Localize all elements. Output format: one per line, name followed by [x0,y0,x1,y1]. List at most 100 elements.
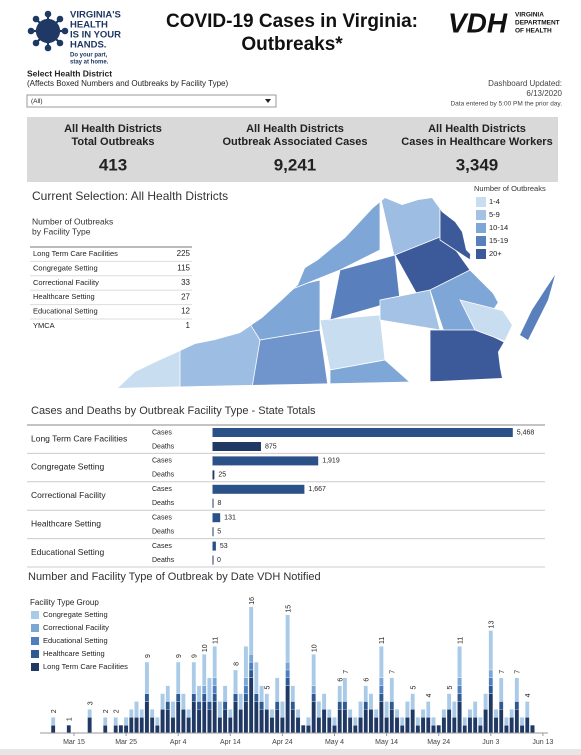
x-tick-label: Jun 13 [532,739,553,746]
legend-label: Correctional Facility [43,623,109,632]
bar [213,484,305,494]
bar-segment [243,701,249,734]
row-value: 1 [186,321,191,330]
updated-label: Dashboard Updated: [488,79,562,88]
bar-segment [504,724,509,734]
value-label: 0 [217,557,221,564]
kpi-label: Cases in Healthcare Workers [401,136,552,148]
bar-segment [228,709,233,718]
bar-segment [175,661,181,694]
bar-segment [87,717,92,734]
bar-segment [426,701,431,718]
bar [213,513,221,523]
logo-line: HEALTH [70,20,108,31]
legend-label: 20+ [489,249,502,258]
kpi-label: Total Outbreaks [72,136,155,148]
bar-segment [149,717,155,734]
total-label: 2 [103,709,110,713]
bar-segment [196,685,202,702]
legend-swatch [31,650,39,658]
x-tick-label: Apr 24 [272,739,293,746]
series-label: Cases [152,515,172,522]
bar-segment [472,717,478,734]
bar-segment [201,685,207,694]
legend-swatch [31,663,39,671]
selector-label: Select Health District [27,68,112,78]
bar-segment [123,717,129,726]
row-value: 27 [181,292,190,301]
legend-swatch [476,210,486,220]
bar-segment [394,717,400,734]
legend-swatch [476,249,486,259]
series-label: Cases [152,543,172,550]
bar-segment [478,724,483,734]
bar-segment [368,709,374,734]
logo-tagline: stay at home. [70,60,109,66]
bar-segment [415,724,421,734]
bar [213,442,261,451]
bar-segment [373,709,379,718]
bar-segment [248,661,254,671]
bar-segment [426,717,431,734]
bar-segment [327,717,332,734]
bar-segment [457,693,462,702]
bar-segment [327,709,332,718]
dropdown-value[interactable]: (All) [31,98,43,105]
bar-segment [186,717,191,734]
total-label: 5 [265,686,272,690]
bar-segment [144,661,150,694]
bar-segment [285,669,290,678]
bar-segment [222,709,228,734]
updated-date: 6/13/2020 [526,89,562,98]
bar-segment [264,693,270,710]
bar-segment [488,693,494,734]
bar-segment [452,717,457,734]
legend-label: Congregate Setting [43,610,108,619]
page-title: COVID-19 Cases in Virginia: [166,11,418,32]
legend-label: 5-9 [489,210,500,219]
x-tick-label: Mar 25 [115,739,137,746]
bar-segment [358,701,363,718]
bar-segment [295,709,301,718]
bar-segment [228,717,233,734]
bar-segment [311,701,316,734]
district-dropdown[interactable] [26,94,277,108]
bar-segment [347,717,353,734]
bar-segment [212,685,217,694]
bar-segment [207,677,212,702]
row-label: Educational Setting [33,307,98,316]
bar-segment [337,701,342,710]
bar-segment [103,717,108,726]
category-label: Correctional Facility [31,490,106,500]
bar-segment [254,701,259,734]
bar-segment [493,717,499,734]
total-label: 8 [233,662,240,666]
bar-segment [160,709,165,734]
bar-segment [530,724,535,734]
bar-segment [233,669,238,694]
bar-segment [498,701,504,710]
bar-segment [269,717,275,734]
x-tick-label: Jun 3 [482,739,499,746]
bar-segment [144,693,150,702]
bar-segment [525,717,530,734]
total-label: 4 [426,693,433,697]
bar-segment [259,709,264,734]
value-label: 5,468 [517,429,535,436]
bar-segment [233,701,238,734]
bar-segment [441,709,447,718]
bar-segment [488,685,494,694]
bar-segment [321,693,327,710]
dropdown-arrow[interactable] [265,99,271,103]
bar-segment [311,654,316,686]
bar-segment [123,724,129,734]
bar-segment [201,693,207,702]
bar [213,428,513,437]
bar-segment [342,677,348,702]
bar-segment [134,701,139,718]
map-legend-title: Number of Outbreaks [474,184,546,193]
bar-segment [50,717,56,726]
x-tick-label: May 4 [325,739,344,746]
legend-swatch [31,611,39,619]
